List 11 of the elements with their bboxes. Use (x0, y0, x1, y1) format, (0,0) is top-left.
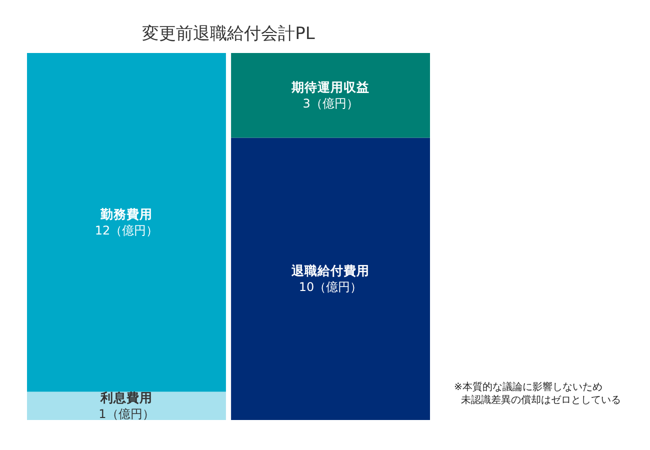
text: 未認識差異の償却はゼロとしている (461, 394, 621, 406)
text: ※本質的な議論に影響しないため (454, 381, 602, 393)
data-label: 12（億円） (94, 223, 158, 238)
series-label: 勤務費用 (99, 206, 152, 222)
series-label: 退職給付費用 (290, 262, 370, 278)
data-label: 3（億円） (302, 96, 358, 110)
data-label: 10（億円） (298, 280, 362, 294)
series-label: 期待運用収益 (290, 79, 370, 94)
data-label: 1（億円） (98, 406, 154, 421)
chart-title: 変更前退職給付会計PL (142, 24, 316, 44)
series-label: 利息費用 (99, 390, 152, 405)
